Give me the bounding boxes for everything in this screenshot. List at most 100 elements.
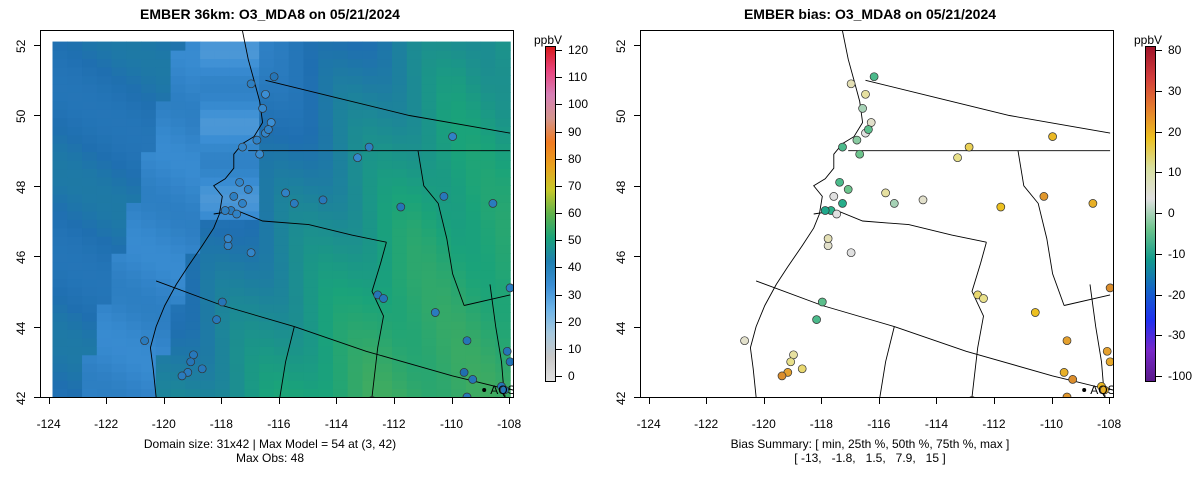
bias-station-marker bbox=[861, 89, 870, 99]
colorbar-tick-label: 0 bbox=[568, 369, 575, 383]
bias-station-marker bbox=[1100, 385, 1109, 395]
model-station-marker bbox=[459, 368, 469, 377]
boundary-line bbox=[463, 294, 511, 306]
colorbar-tick-label: 60 bbox=[568, 206, 582, 220]
bias-footer-line1: Bias Summary: [ min, 25th %, 50th %, 75t… bbox=[730, 437, 1010, 451]
model-station-marker bbox=[258, 104, 267, 113]
colorbar-tick-mark bbox=[1156, 172, 1162, 174]
x-tick-mark bbox=[163, 398, 165, 404]
x-tick-label: -114 bbox=[324, 417, 349, 431]
model-station-marker bbox=[246, 79, 256, 89]
model-station-marker bbox=[197, 364, 207, 374]
bias-station-marker bbox=[889, 199, 899, 208]
x-tick-mark bbox=[936, 398, 938, 404]
bias-station-marker bbox=[835, 177, 844, 187]
model-station-marker bbox=[220, 206, 230, 215]
model-station-marker bbox=[238, 199, 247, 208]
model-station-marker bbox=[252, 135, 262, 145]
colorbar-tick-label: 10 bbox=[568, 341, 582, 356]
aqs-label: AQS bbox=[490, 383, 513, 397]
bias-station-marker bbox=[1062, 392, 1072, 397]
bias-station-marker bbox=[1059, 368, 1069, 377]
colorbar-tick-label: -10 bbox=[1168, 246, 1186, 261]
bias-station-marker bbox=[1088, 199, 1098, 208]
boundary-line bbox=[489, 284, 505, 397]
y-tick-label: 44 bbox=[614, 321, 628, 335]
colorbar-tick-mark bbox=[1156, 335, 1162, 337]
model-station-marker bbox=[505, 357, 513, 367]
bias-station-marker bbox=[812, 315, 821, 324]
colorbar-tick-label: 80 bbox=[1168, 43, 1182, 57]
y-tick-mark bbox=[634, 256, 640, 258]
x-tick-mark bbox=[1051, 398, 1053, 404]
model-stations bbox=[140, 72, 513, 397]
model-footer-line2: Max Obs: 48 bbox=[235, 451, 305, 465]
model-station-marker bbox=[269, 72, 279, 82]
x-tick-mark bbox=[994, 398, 995, 404]
x-tick-label: -108 bbox=[1097, 417, 1122, 431]
bias-station-marker bbox=[1030, 308, 1040, 317]
boundary-line bbox=[1063, 294, 1111, 306]
y-tick-mark bbox=[634, 115, 640, 117]
x-tick-label: -116 bbox=[867, 417, 891, 431]
colorbar-tick-mark bbox=[556, 240, 562, 242]
bias-station-marker bbox=[832, 209, 842, 219]
colorbar-tick-mark bbox=[1156, 50, 1162, 51]
model-station-marker bbox=[186, 357, 196, 367]
colorbar-tick-mark bbox=[1156, 131, 1162, 133]
x-tick-label: -112 bbox=[382, 417, 406, 431]
bias-aqs-point bbox=[1082, 388, 1087, 392]
model-station-marker bbox=[238, 142, 247, 152]
bias-station-marker bbox=[1102, 346, 1112, 356]
boundary-line bbox=[265, 79, 511, 134]
x-tick-label: -118 bbox=[209, 417, 233, 431]
colorbar-tick-label: -100 bbox=[1168, 369, 1193, 383]
bias-station-marker bbox=[855, 149, 865, 159]
model-colorbar-unit: ppbV bbox=[534, 33, 563, 47]
colorbar-tick-label: 10 bbox=[1168, 165, 1182, 180]
bias-station-marker bbox=[881, 188, 890, 198]
colorbar-tick-mark bbox=[556, 213, 562, 214]
model-station-marker bbox=[140, 336, 149, 346]
colorbar-tick-mark bbox=[556, 267, 562, 269]
x-tick-label: -108 bbox=[497, 417, 522, 431]
model-footer-line1: Domain size: 31x42 | Max Model = 54 at (… bbox=[143, 437, 397, 451]
model-station-marker bbox=[232, 209, 242, 219]
model-station-marker bbox=[353, 153, 362, 163]
boundary-line bbox=[755, 280, 1111, 391]
y-tick-mark bbox=[34, 45, 40, 47]
model-station-marker bbox=[289, 199, 299, 208]
colorbar-tick-label: -30 bbox=[1168, 328, 1186, 343]
boundary-line bbox=[279, 326, 295, 397]
bias-station-marker bbox=[817, 297, 827, 307]
model-station-marker bbox=[177, 371, 187, 381]
x-tick-label: -120 bbox=[751, 417, 776, 431]
x-tick-mark bbox=[106, 398, 108, 404]
bias-station-marker bbox=[869, 72, 879, 82]
bias-station-marker bbox=[996, 202, 1006, 212]
boundary-line bbox=[971, 242, 987, 397]
bias-station-marker bbox=[1068, 375, 1078, 384]
model-station-marker bbox=[448, 132, 457, 141]
x-tick-mark bbox=[706, 398, 708, 404]
model-station-marker bbox=[235, 177, 244, 187]
colorbar-tick-label: 20 bbox=[568, 314, 582, 329]
x-tick-label: -120 bbox=[151, 417, 176, 431]
x-tick-label: -110 bbox=[1039, 417, 1064, 431]
y-tick-label: 52 bbox=[14, 39, 28, 54]
colorbar-tick-mark bbox=[556, 131, 562, 133]
y-tick-mark bbox=[634, 45, 640, 47]
bias-station-marker bbox=[820, 206, 830, 215]
bias-colorbar bbox=[1145, 46, 1156, 382]
colorbar-tick-label: 120 bbox=[568, 43, 589, 57]
bias-station-marker bbox=[786, 357, 796, 367]
model-station-marker bbox=[505, 283, 513, 293]
bias-colorbar-unit: ppbV bbox=[1134, 33, 1163, 47]
bias-stations bbox=[740, 72, 1113, 397]
colorbar-tick-label: 30 bbox=[1168, 83, 1182, 98]
model-station-marker bbox=[246, 248, 256, 258]
model-station-marker bbox=[261, 89, 270, 99]
bias-station-marker bbox=[858, 104, 867, 113]
y-tick-mark bbox=[34, 185, 40, 187]
x-tick-label: -110 bbox=[439, 417, 464, 431]
